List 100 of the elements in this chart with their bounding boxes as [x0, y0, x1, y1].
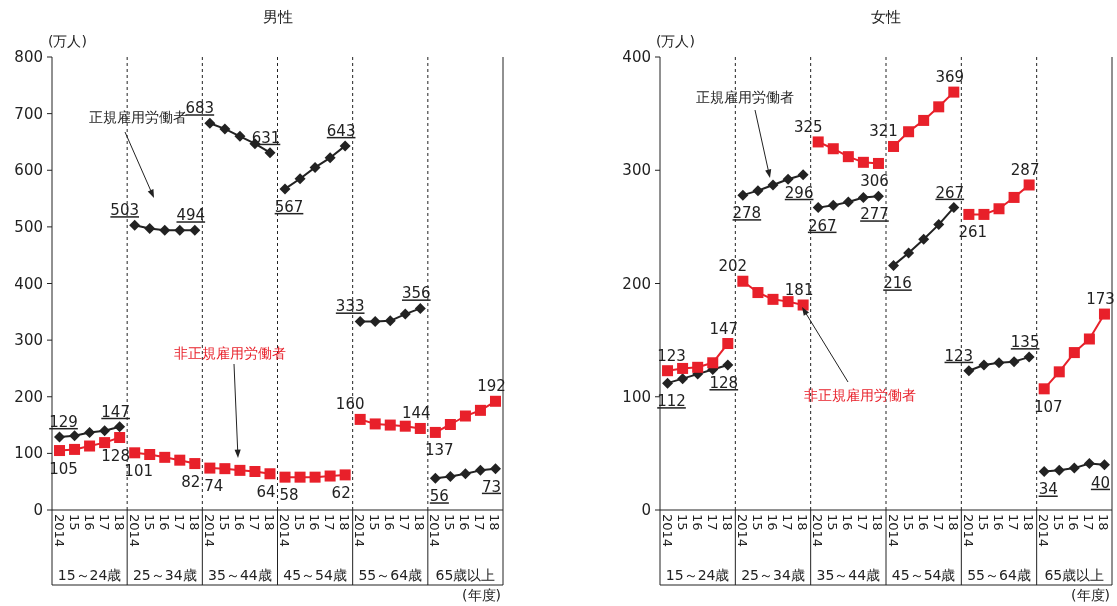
y-tick-label: 0 — [33, 501, 43, 519]
x-tick-label: 18 — [1096, 514, 1112, 531]
text: 55～64歳 — [967, 567, 1031, 583]
point — [84, 426, 96, 438]
x-tick-label: 16 — [689, 514, 705, 531]
x-tick-label: 2014 — [126, 514, 142, 548]
point — [99, 425, 111, 437]
x-tick-label: 15 — [975, 514, 991, 531]
point — [324, 152, 336, 164]
data-label: 356 — [402, 284, 431, 303]
point — [114, 421, 126, 433]
point — [993, 357, 1005, 369]
x-tick-label: 18 — [795, 514, 811, 531]
point — [1098, 308, 1110, 320]
point — [99, 437, 111, 449]
point — [857, 191, 869, 203]
x-tick-label: 2014 — [51, 514, 67, 548]
y-tick-label: 200 — [14, 387, 43, 406]
data-label: 321 — [869, 122, 898, 141]
point — [429, 426, 441, 438]
point — [369, 315, 381, 327]
x-tick-label: 18 — [870, 514, 886, 531]
data-label: 567 — [274, 197, 304, 216]
point — [219, 463, 231, 475]
text: 15～24歳 — [57, 567, 122, 583]
point — [918, 233, 930, 245]
point — [662, 365, 674, 377]
point — [1053, 464, 1065, 476]
chart-title: 女性 — [871, 8, 901, 26]
data-label: 107 — [1033, 397, 1063, 416]
data-label: 277 — [860, 205, 889, 224]
y-tick-label: 400 — [14, 274, 43, 293]
data-label: 64 — [256, 482, 276, 501]
point — [1053, 366, 1065, 378]
y-tick-label: 400 — [622, 48, 651, 66]
point — [294, 471, 306, 483]
x-tick-label: 2014 — [885, 514, 901, 548]
point — [722, 338, 734, 350]
data-label: 40 — [1090, 473, 1111, 492]
text: 65歳以上 — [435, 567, 496, 583]
x-tick-label: 2014 — [734, 514, 750, 548]
data-label: 325 — [793, 117, 823, 136]
point — [144, 449, 156, 461]
y-axis-title: (万人) — [48, 33, 87, 49]
data-label: 216 — [883, 274, 912, 293]
text: 非正規雇用労働者 — [804, 387, 916, 403]
point — [797, 169, 809, 181]
point — [354, 413, 366, 425]
x-tick-label: 16 — [915, 514, 931, 531]
x-tick-label: 16 — [840, 514, 856, 531]
data-label: 181 — [784, 281, 814, 300]
data-label: 147 — [101, 402, 130, 421]
point — [414, 302, 426, 314]
x-tick-label: 17 — [96, 514, 112, 531]
data-label: 123 — [944, 346, 974, 365]
point — [662, 377, 674, 389]
x-tick-label: 15 — [367, 514, 383, 531]
point — [722, 359, 734, 371]
data-label: 160 — [335, 395, 365, 414]
x-tick-label: 16 — [457, 514, 473, 531]
data-label: 369 — [935, 68, 965, 87]
data-label: 306 — [860, 172, 889, 191]
x-tick-label: 17 — [1006, 514, 1022, 531]
x-tick-label: 16 — [382, 514, 398, 531]
point — [54, 445, 66, 457]
point — [129, 447, 141, 459]
point — [84, 440, 96, 452]
point — [129, 219, 141, 231]
point — [767, 293, 779, 305]
point — [174, 454, 186, 466]
point — [948, 86, 960, 98]
point — [842, 151, 854, 163]
point — [1038, 383, 1050, 395]
point — [918, 114, 930, 126]
x-tick-label: 15 — [66, 514, 82, 531]
point — [279, 183, 291, 195]
point — [872, 190, 884, 202]
data-label: 73 — [481, 477, 502, 496]
y-tick-label: 300 — [14, 331, 43, 350]
point — [234, 464, 246, 476]
point — [174, 224, 186, 236]
x-axis-title: (年度) — [462, 587, 501, 603]
data-label: 287 — [1010, 160, 1040, 179]
point — [159, 224, 171, 236]
x-tick-label: 15 — [141, 514, 157, 531]
x-tick-label: 17 — [930, 514, 946, 531]
point — [264, 147, 276, 159]
y-tick-label: 200 — [622, 274, 651, 293]
point — [429, 472, 441, 484]
data-label: 56 — [429, 487, 449, 506]
x-tick-label: 17 — [397, 514, 413, 531]
data-label: 74 — [204, 477, 224, 496]
x-tick-label: 2014 — [659, 514, 675, 548]
x-tick-label: 16 — [81, 514, 97, 531]
point — [114, 432, 126, 444]
data-label: 135 — [1010, 333, 1040, 352]
data-label: 144 — [402, 404, 431, 423]
data-label: 123 — [657, 346, 686, 365]
point — [459, 410, 471, 422]
point — [842, 196, 854, 208]
